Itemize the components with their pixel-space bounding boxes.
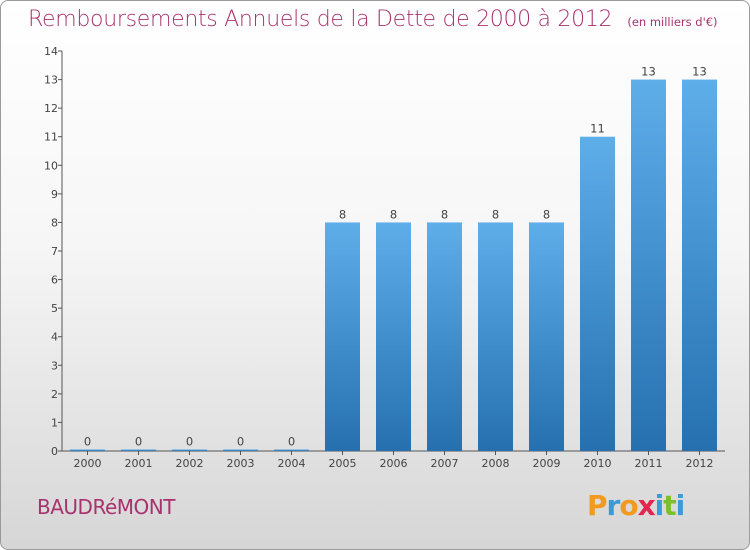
bar (223, 449, 258, 451)
y-tick-label: 2 (51, 388, 58, 401)
bar (427, 222, 462, 451)
y-tick-label: 12 (44, 102, 58, 115)
bar (121, 449, 156, 451)
value-label: 0 (288, 435, 295, 449)
value-label: 8 (492, 207, 499, 221)
bar (376, 222, 411, 451)
value-label: 8 (441, 207, 448, 221)
chart-title-text: Remboursements Annuels de la Dette de 20… (28, 7, 613, 32)
x-tick-label: 2012 (686, 457, 714, 470)
bar (70, 449, 105, 451)
y-tick-label: 14 (44, 45, 58, 58)
x-tick-label: 2004 (278, 457, 306, 470)
x-tick-label: 2009 (533, 457, 561, 470)
bar (580, 136, 615, 451)
x-tick-label: 2005 (329, 457, 357, 470)
bar (478, 222, 513, 451)
x-tick-label: 2008 (482, 457, 510, 470)
x-tick-label: 2007 (431, 457, 459, 470)
bar (274, 449, 309, 451)
value-label: 0 (84, 435, 91, 449)
x-tick-label: 2006 (380, 457, 408, 470)
value-label: 0 (237, 435, 244, 449)
x-tick-label: 2001 (125, 457, 153, 470)
bar (682, 79, 717, 452)
chart-unit: (en milliers d'€) (627, 15, 718, 29)
value-label: 0 (186, 435, 193, 449)
value-label: 11 (590, 122, 605, 136)
y-tick-label: 0 (51, 445, 58, 458)
y-tick-label: 5 (51, 302, 58, 315)
place-name: BAUDRéMONT (37, 495, 175, 519)
chart-title: Remboursements Annuels de la Dette de 20… (28, 7, 718, 32)
y-tick-label: 7 (51, 245, 58, 258)
y-tick-label: 9 (51, 188, 58, 201)
y-tick-label: 3 (51, 359, 58, 372)
x-tick-label: 2000 (74, 457, 102, 470)
value-label: 8 (390, 207, 397, 221)
x-tick-label: 2003 (227, 457, 255, 470)
x-tick-label: 2011 (635, 457, 663, 470)
y-tick-label: 4 (51, 331, 58, 344)
y-tick-label: 10 (44, 159, 58, 172)
bar (529, 222, 564, 451)
x-tick-label: 2002 (176, 457, 204, 470)
value-label: 13 (692, 65, 707, 79)
bar (325, 222, 360, 451)
x-tick-label: 2010 (584, 457, 612, 470)
y-tick-label: 13 (44, 74, 58, 87)
y-tick-label: 6 (51, 274, 58, 287)
value-label: 8 (339, 207, 346, 221)
y-tick-label: 1 (51, 416, 58, 429)
value-label: 8 (543, 207, 550, 221)
proxiti-logo: Proxiti (587, 489, 685, 522)
value-label: 0 (135, 435, 142, 449)
value-label: 13 (641, 65, 656, 79)
bar (172, 449, 207, 451)
bar (631, 79, 666, 452)
y-tick-label: 11 (44, 131, 58, 144)
y-tick-label: 8 (51, 216, 58, 229)
